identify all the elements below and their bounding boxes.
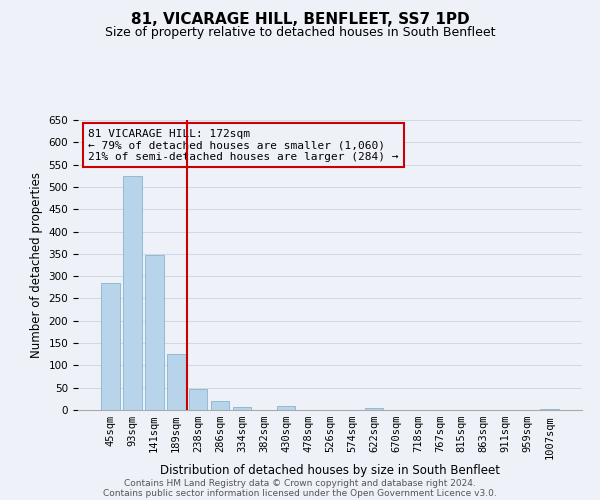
Text: Size of property relative to detached houses in South Benfleet: Size of property relative to detached ho… [105, 26, 495, 39]
Bar [277, 406, 295, 410]
Bar [145, 254, 164, 410]
Bar [189, 388, 208, 410]
Text: Contains public sector information licensed under the Open Government Licence v3: Contains public sector information licen… [103, 488, 497, 498]
Text: Contains HM Land Registry data © Crown copyright and database right 2024.: Contains HM Land Registry data © Crown c… [124, 478, 476, 488]
Text: 81, VICARAGE HILL, BENFLEET, SS7 1PD: 81, VICARAGE HILL, BENFLEET, SS7 1PD [131, 12, 469, 28]
Text: 81 VICARAGE HILL: 172sqm
← 79% of detached houses are smaller (1,060)
21% of sem: 81 VICARAGE HILL: 172sqm ← 79% of detach… [88, 128, 398, 162]
X-axis label: Distribution of detached houses by size in South Benfleet: Distribution of detached houses by size … [160, 464, 500, 477]
Bar [365, 408, 383, 410]
Bar [233, 407, 251, 410]
Bar [541, 408, 559, 410]
Y-axis label: Number of detached properties: Number of detached properties [30, 172, 43, 358]
Bar [123, 176, 142, 410]
Bar [211, 401, 229, 410]
Bar [101, 283, 119, 410]
Bar [167, 354, 185, 410]
